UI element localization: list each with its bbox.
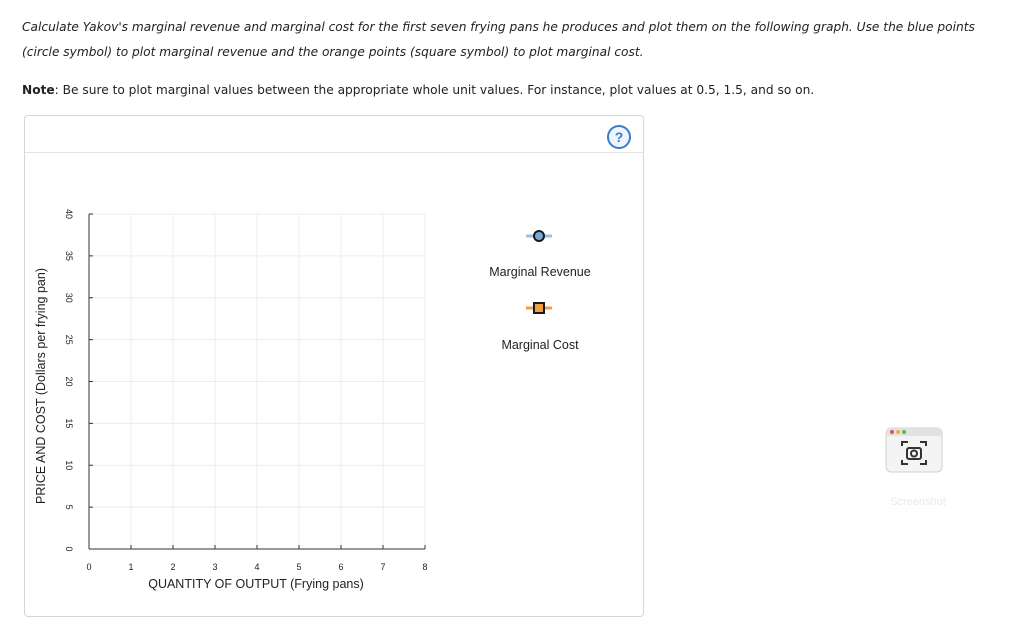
- legend-label-marginal-revenue: Marginal Revenue: [489, 265, 591, 279]
- screenshot-tool-icon[interactable]: [884, 424, 944, 474]
- y-tick-label: 15: [64, 418, 74, 428]
- x-tick-label: 7: [380, 562, 385, 572]
- x-axis-label: QUANTITY OF OUTPUT (Frying pans): [148, 577, 364, 591]
- y-tick-label: 0: [64, 546, 74, 551]
- mr-circle-icon[interactable]: [533, 230, 545, 242]
- screenshot-tool-label: Screenshot: [890, 496, 946, 508]
- x-tick-label: 3: [212, 562, 217, 572]
- legend-marginal-cost[interactable]: [526, 302, 552, 314]
- y-tick-label: 25: [64, 335, 74, 345]
- y-tick-label: 30: [64, 293, 74, 303]
- y-axis-label: PRICE AND COST (Dollars per frying pan): [34, 268, 48, 504]
- x-tick-label: 5: [296, 562, 301, 572]
- x-tick-label: 0: [86, 562, 91, 572]
- note-line: Note: Be sure to plot marginal values be…: [22, 80, 814, 100]
- y-tick-label: 20: [64, 376, 74, 386]
- mc-square-icon[interactable]: [533, 302, 545, 314]
- y-tick-label: 5: [64, 505, 74, 510]
- panel-header: ?: [25, 116, 643, 153]
- camera-icon: [885, 427, 943, 473]
- x-tick-label: 2: [170, 562, 175, 572]
- graph-panel: ?: [24, 115, 644, 617]
- legend-label-marginal-cost: Marginal Cost: [501, 338, 579, 352]
- note-text: : Be sure to plot marginal values betwee…: [54, 83, 815, 97]
- y-tick-label: 35: [64, 251, 74, 261]
- y-tick-label: 10: [64, 460, 74, 470]
- x-tick-label: 1: [128, 562, 133, 572]
- y-tick-label: 40: [64, 209, 74, 219]
- legend-marginal-revenue[interactable]: [526, 230, 552, 242]
- grid: [89, 213, 426, 549]
- axes: [88, 213, 426, 550]
- tick-labels: 0 1 2 3 4 5 6 7 8 0 5 10 15 20 25 30 35 40: [64, 209, 428, 572]
- help-button[interactable]: ?: [607, 125, 631, 149]
- question-instructions: Calculate Yakov's marginal revenue and m…: [22, 20, 975, 59]
- x-tick-label: 4: [254, 562, 259, 572]
- x-tick-label: 8: [422, 562, 427, 572]
- chart-svg[interactable]: 0 1 2 3 4 5 6 7 8 0 5 10 15 20 25 30 35 40 QUANTITY OF OU…: [0, 0, 1024, 598]
- note-label: Note: [22, 83, 55, 97]
- x-tick-label: 6: [338, 562, 343, 572]
